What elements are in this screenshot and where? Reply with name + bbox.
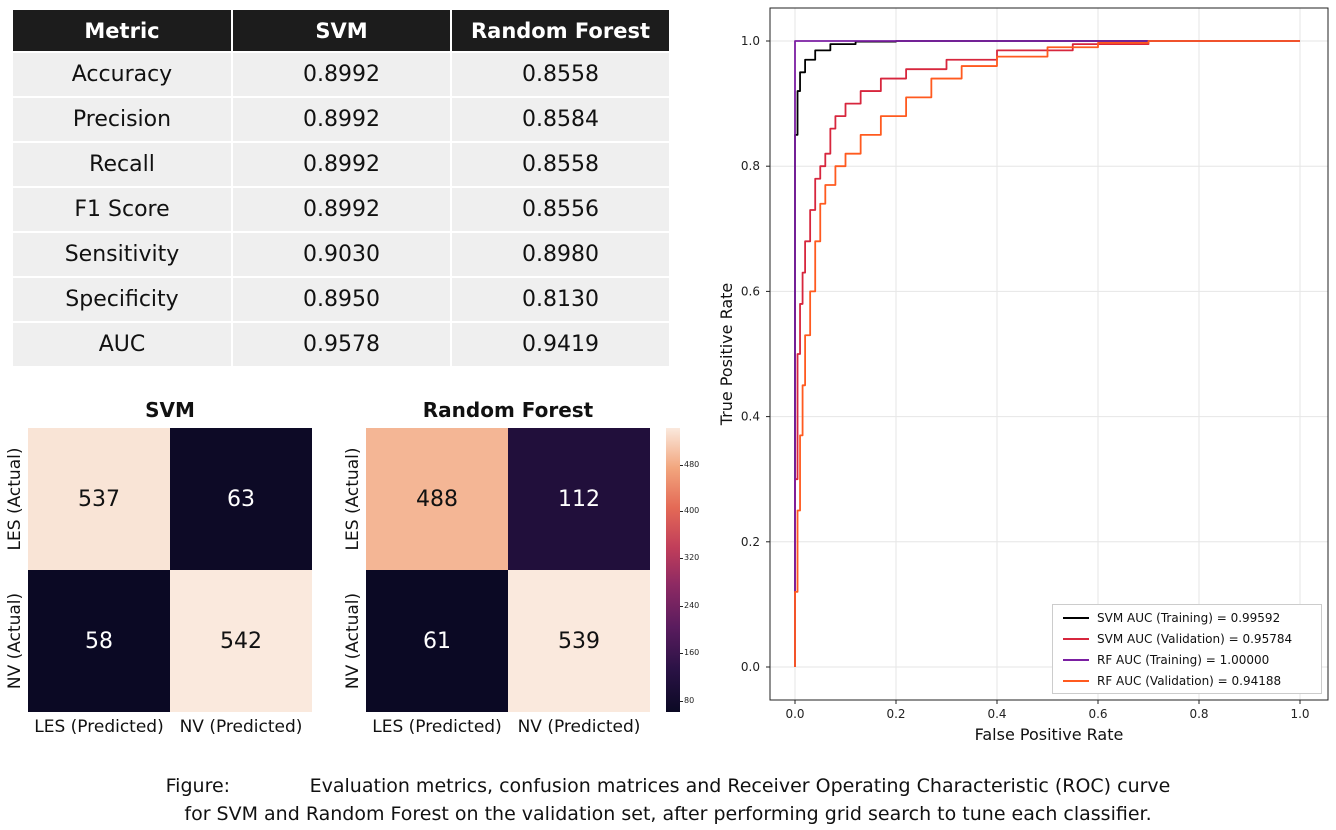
colorbar-tick: 400 <box>679 506 700 515</box>
colorbar-tick: 480 <box>679 460 700 469</box>
svm-cell-nv-nv: 542 <box>170 570 312 712</box>
y-tick-label: 0.8 <box>741 159 760 173</box>
table-row: Sensitivity 0.9030 0.8980 <box>13 231 669 277</box>
table-header-row: Metric SVM Random Forest <box>13 10 669 52</box>
colorbar <box>666 428 680 712</box>
y-tick-label: 0.0 <box>741 660 760 674</box>
rf-cell-les-les: 488 <box>366 428 508 570</box>
legend-line-svm-val <box>1063 638 1089 640</box>
metric-name: Precision <box>13 96 233 142</box>
legend-item: SVM AUC (Training) = 0.99592 <box>1053 608 1321 628</box>
legend-label: SVM AUC (Validation) = 0.95784 <box>1097 632 1293 646</box>
svm-row-label-les: LES (Actual) <box>5 447 25 551</box>
metric-name: Accuracy <box>13 51 233 97</box>
roc-line-svm-validation <box>794 40 1300 667</box>
colorbar-tick: 320 <box>679 553 700 562</box>
caption-line-2: for SVM and Random Forest on the validat… <box>184 803 1152 825</box>
roc-line-rf-validation <box>794 40 1300 667</box>
rf-value: 0.8980 <box>451 231 669 277</box>
rf-cell-nv-nv: 539 <box>508 570 650 712</box>
rf-row-label-les: LES (Actual) <box>343 447 363 551</box>
roc-legend: SVM AUC (Training) = 0.99592 SVM AUC (Va… <box>1052 604 1322 694</box>
rf-col-label-les: LES (Predicted) <box>372 717 502 737</box>
svm-value: 0.8992 <box>232 141 452 187</box>
legend-label: RF AUC (Training) = 1.00000 <box>1097 653 1270 667</box>
svm-row-label-nv: NV (Actual) <box>5 592 25 690</box>
rf-cell-les-nv: 112 <box>508 428 650 570</box>
legend-item: SVM AUC (Validation) = 0.95784 <box>1053 629 1321 649</box>
legend-item: RF AUC (Training) = 1.00000 <box>1053 650 1321 670</box>
rf-value: 0.8558 <box>451 141 669 187</box>
legend-line-rf-train <box>1063 659 1089 661</box>
svm-cell-nv-les: 58 <box>28 570 170 712</box>
x-tick-label: 0.8 <box>1189 707 1208 721</box>
y-tick-label: 0.4 <box>741 410 760 424</box>
rf-matrix-title: Random Forest <box>422 398 594 422</box>
x-tick-label: 0.6 <box>1088 707 1107 721</box>
figure-caption: Figure: Evaluation metrics, confusion mat… <box>0 772 1336 828</box>
caption-text-1: Evaluation metrics, confusion matrices a… <box>309 775 1171 797</box>
svm-cell-les-les: 537 <box>28 428 170 570</box>
svm-value: 0.8992 <box>232 186 452 232</box>
table-row: AUC 0.9578 0.9419 <box>13 321 669 366</box>
caption-label: Figure: <box>165 775 231 797</box>
metrics-table: Metric SVM Random Forest Accuracy 0.8992 0… <box>13 10 669 366</box>
metric-name: Specificity <box>13 276 233 322</box>
y-tick-label: 0.2 <box>741 535 760 549</box>
colorbar-tick: 160 <box>679 648 700 657</box>
roc-chart: 0.0 0.2 0.4 0.6 0.8 1.0 0.0 0.2 0.4 0.6 0.8 1.0 Fals… <box>717 7 1329 744</box>
legend-line-rf-val <box>1063 680 1089 682</box>
rf-col-label-nv: NV (Predicted) <box>517 717 641 737</box>
table-row: Specificity 0.8950 0.8130 <box>13 276 669 322</box>
table-row: Recall 0.8992 0.8558 <box>13 141 669 187</box>
table-row: Accuracy 0.8992 0.8558 <box>13 51 669 97</box>
legend-line-svm-train <box>1063 617 1089 619</box>
y-tick-label: 1.0 <box>741 34 760 48</box>
x-tick-label: 1.0 <box>1290 707 1309 721</box>
rf-cell-nv-les: 61 <box>366 570 508 712</box>
x-axis-label: False Positive Rate <box>975 725 1124 744</box>
x-tick-label: 0.0 <box>785 707 804 721</box>
svm-matrix-title: SVM <box>145 398 195 422</box>
roc-line-rf-training <box>794 40 1300 667</box>
header-metric: Metric <box>13 10 233 52</box>
svm-col-label-nv: NV (Predicted) <box>179 717 303 737</box>
y-tick-label: 0.6 <box>741 284 760 298</box>
x-tick-label: 0.2 <box>886 707 905 721</box>
metric-name: Sensitivity <box>13 231 233 277</box>
svm-value: 0.8992 <box>232 96 452 142</box>
plot-frame <box>769 7 1329 701</box>
colorbar-tick: 80 <box>679 696 695 705</box>
rf-value: 0.8584 <box>451 96 669 142</box>
svm-value: 0.9030 <box>232 231 452 277</box>
svm-col-label-les: LES (Predicted) <box>34 717 164 737</box>
colorbar-tick: 240 <box>679 601 700 610</box>
header-random-forest: Random Forest <box>451 10 669 52</box>
metric-name: Recall <box>13 141 233 187</box>
table-row: Precision 0.8992 0.8584 <box>13 96 669 142</box>
svm-value: 0.8950 <box>232 276 452 322</box>
header-svm: SVM <box>232 10 452 52</box>
metric-name: F1 Score <box>13 186 233 232</box>
rf-value: 0.9419 <box>451 321 669 366</box>
table-row: F1 Score 0.8992 0.8556 <box>13 186 669 232</box>
legend-item: RF AUC (Validation) = 0.94188 <box>1053 671 1321 691</box>
y-axis-label: True Positive Rate <box>717 283 736 427</box>
legend-label: SVM AUC (Training) = 0.99592 <box>1097 611 1281 625</box>
svm-cell-les-nv: 63 <box>170 428 312 570</box>
svm-value: 0.9578 <box>232 321 452 366</box>
rf-row-label-nv: NV (Actual) <box>343 592 363 690</box>
legend-label: RF AUC (Validation) = 0.94188 <box>1097 674 1282 688</box>
metric-name: AUC <box>13 321 233 366</box>
caption-line-1: Figure: Evaluation metrics, confusion mat… <box>0 772 1336 800</box>
rf-value: 0.8130 <box>451 276 669 322</box>
svm-value: 0.8992 <box>232 51 452 97</box>
rf-value: 0.8558 <box>451 51 669 97</box>
rf-value: 0.8556 <box>451 186 669 232</box>
x-tick-label: 0.4 <box>987 707 1006 721</box>
